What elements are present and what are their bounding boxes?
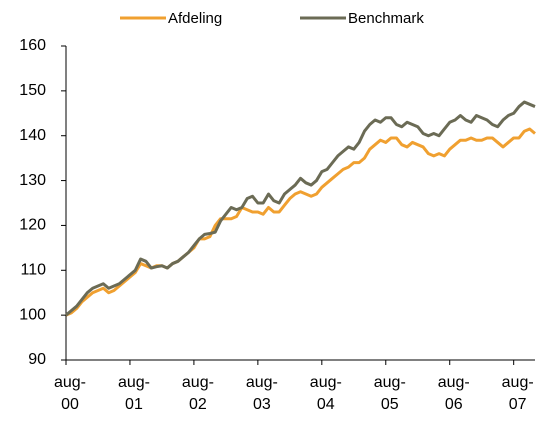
x-tick-label: aug-05: [373, 374, 406, 413]
series-line: [65, 100, 536, 317]
x-tick-label: aug-04: [309, 374, 342, 413]
x-tick-label: aug-07: [501, 374, 534, 413]
y-tick-label: 160: [19, 37, 46, 54]
x-tick-label: aug-00: [53, 374, 87, 413]
x-tick-label: aug-01: [117, 374, 150, 413]
series-line: [65, 127, 536, 317]
x-tick-label: aug-06: [437, 374, 470, 413]
y-tick-label: 100: [19, 306, 46, 323]
y-tick-label: 120: [19, 217, 46, 234]
x-tick-label: aug-03: [245, 374, 278, 413]
legend-label: Benchmark: [348, 10, 424, 27]
y-tick-label: 90: [28, 351, 46, 368]
y-tick-label: 140: [19, 127, 46, 144]
legend-label: Afdeling: [168, 10, 222, 27]
x-tick-label: aug-02: [181, 374, 214, 413]
y-tick-label: 110: [20, 262, 46, 279]
y-tick-label: 130: [19, 172, 46, 189]
y-tick-label: 150: [19, 82, 46, 99]
